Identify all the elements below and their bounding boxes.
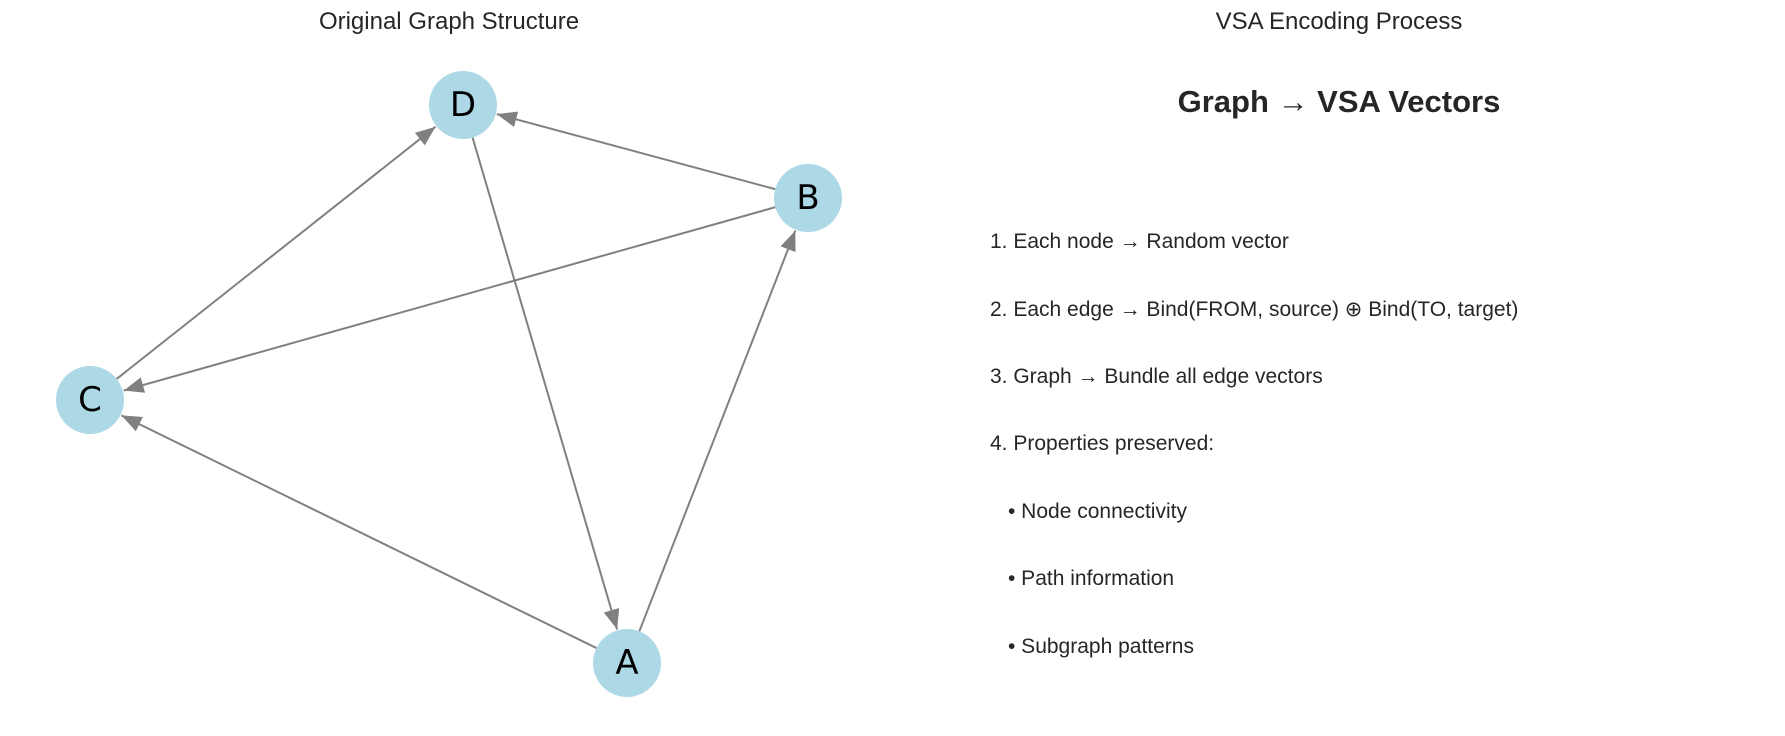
node-label: A — [615, 643, 638, 683]
graph-diagram: A B C D — [56, 71, 842, 697]
edge-a-to-c — [120, 414, 597, 649]
node-label: B — [796, 178, 819, 218]
edge-d-to-a — [471, 137, 620, 630]
node-a: A — [593, 629, 661, 697]
edge-a-to-b — [638, 230, 797, 632]
graph-panel-title: Original Graph Structure — [318, 8, 580, 35]
node-label: D — [450, 85, 476, 125]
step-3: 3. Graph → Bundle all edge vectors — [990, 365, 1323, 388]
step-2: 2. Each edge → Bind(FROM, source) ⊕ Bind… — [990, 298, 1519, 321]
node-b: B — [774, 164, 842, 232]
bullet-node-connectivity: • Node connectivity — [1008, 500, 1187, 523]
step-4: 4. Properties preserved: — [990, 432, 1215, 455]
node-circle — [429, 71, 497, 139]
node-label: C — [78, 380, 102, 420]
node-circle — [56, 366, 124, 434]
edge-c-to-d — [116, 125, 437, 380]
step-1: 1. Each node → Random vector — [990, 230, 1289, 253]
node-d: D — [429, 71, 497, 139]
edge-b-to-d — [496, 111, 776, 191]
encoding-headline: Graph → VSA Vectors — [1177, 84, 1501, 119]
encoding-panel-title: VSA Encoding Process — [1215, 8, 1463, 35]
edge-b-to-c — [123, 206, 776, 393]
bullet-subgraph-patterns: • Subgraph patterns — [1008, 635, 1194, 658]
node-c: C — [56, 366, 124, 434]
bullet-path-information: • Path information — [1008, 567, 1175, 590]
node-circle — [774, 164, 842, 232]
node-circle — [593, 629, 661, 697]
